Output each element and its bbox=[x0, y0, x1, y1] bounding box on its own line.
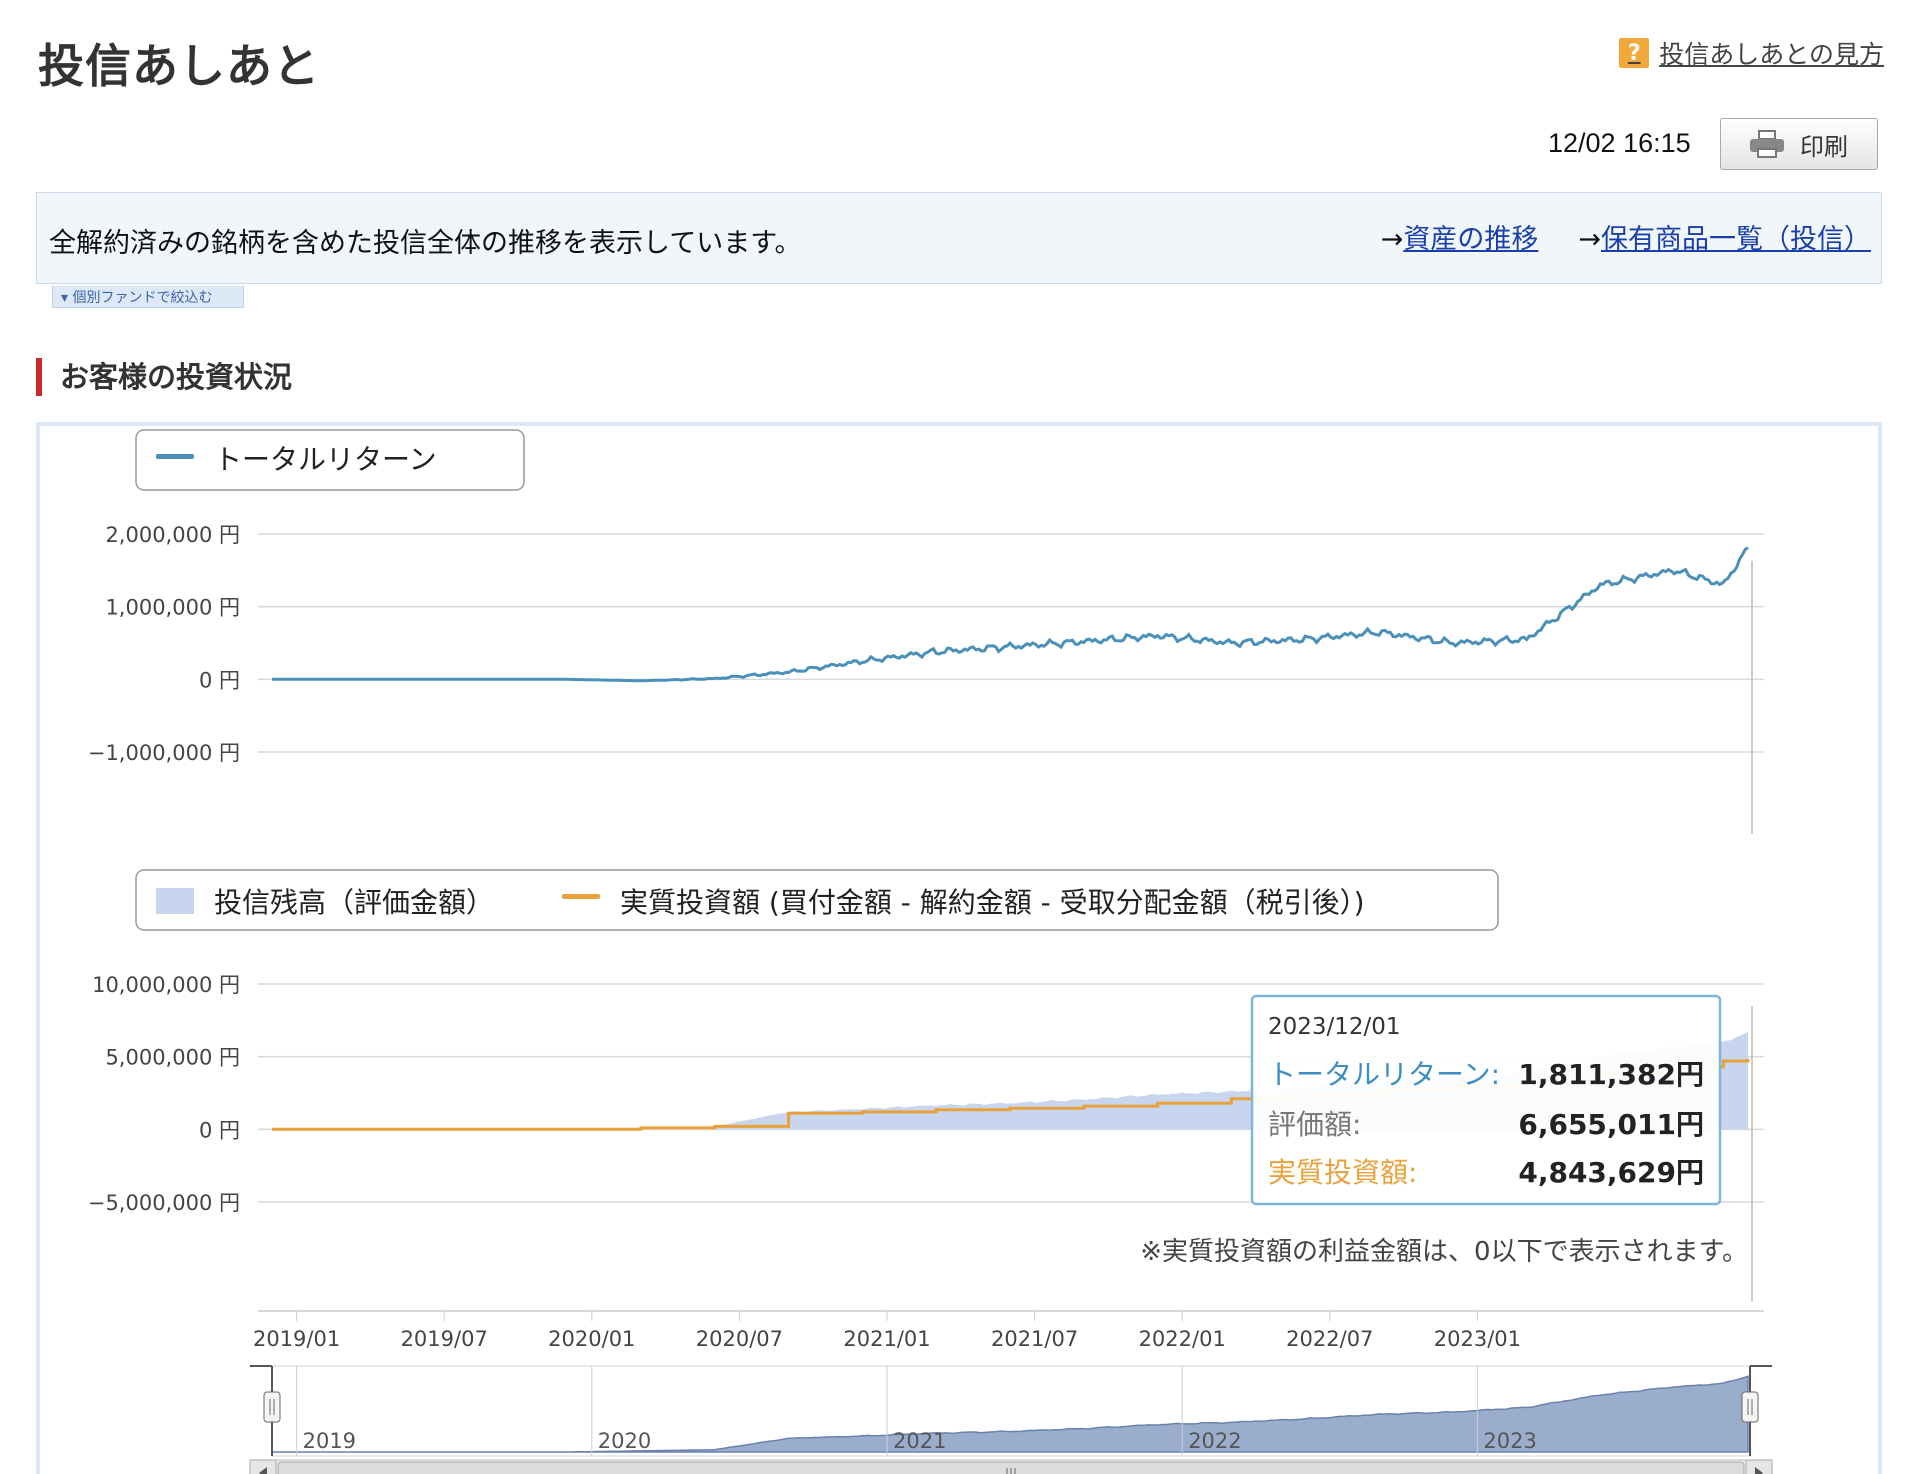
bottom-chart-y-axis: 10,000,000 円 5,000,000 円 0 円 −5,000,000 円 bbox=[88, 973, 240, 1215]
tooltip-date: 2023/12/01 bbox=[1268, 1014, 1401, 1040]
x-tick-label: 2022/07 bbox=[1286, 1327, 1373, 1351]
legend-bottom-box bbox=[135, 869, 1499, 931]
navigator-year-labels: 2019 2020 2021 2022 2023 bbox=[296, 1366, 1537, 1456]
arrow-icon: → bbox=[1380, 224, 1404, 255]
x-axis: 2019/01 2019/07 2020/01 2020/07 2021/01 2021/… bbox=[253, 1310, 1764, 1351]
y-tick-label: 0 円 bbox=[199, 1118, 240, 1142]
chart-panel: トータルリターン 2,000,000 円 1,000,000 円 0 円 −1,000… bbox=[36, 422, 1882, 1474]
info-links: →資産の推移 →保有商品一覧（投信） bbox=[1381, 217, 1871, 256]
invest-profit-note: ※実質投資額の利益金額は、0以下で表示されます。 bbox=[1140, 1237, 1748, 1267]
info-message: 全解約済みの銘柄を含めた投信全体の推移を表示しています。 bbox=[49, 228, 802, 259]
y-tick-label: 5,000,000 円 bbox=[105, 1046, 240, 1070]
x-tick-label: 2022/01 bbox=[1139, 1327, 1226, 1351]
range-navigator[interactable]: 2019 2020 2021 2022 2023 bbox=[250, 1365, 1772, 1457]
y-tick-label: −1,000,000 円 bbox=[88, 741, 240, 765]
section-heading: お客様の投資状況 bbox=[36, 358, 292, 396]
x-tick-label: 2021/07 bbox=[991, 1327, 1078, 1351]
holdings-link-wrap: →保有商品一覧（投信） bbox=[1578, 217, 1871, 256]
x-tick-label: 2019/07 bbox=[401, 1327, 488, 1351]
tooltip-invest-label: 実質投資額: bbox=[1268, 1156, 1417, 1189]
navigator-year-label: 2019 bbox=[303, 1429, 356, 1453]
chevron-right-icon bbox=[1755, 1467, 1763, 1474]
tooltip-return-label: トータルリターン: bbox=[1268, 1058, 1500, 1091]
navigator-year-label: 2022 bbox=[1188, 1429, 1241, 1453]
tooltip-eval-value: 6,655,011円 bbox=[1518, 1108, 1704, 1141]
print-button[interactable]: 印刷 bbox=[1720, 118, 1878, 170]
tooltip-return-value: 1,811,382円 bbox=[1518, 1058, 1704, 1091]
y-tick-label: 10,000,000 円 bbox=[92, 973, 240, 997]
navigator-year-label: 2020 bbox=[598, 1429, 651, 1453]
x-tick-label: 2021/01 bbox=[843, 1327, 930, 1351]
tooltip-invest-value: 4,843,629円 bbox=[1518, 1156, 1704, 1189]
navigator-scrollbar[interactable] bbox=[249, 1459, 1773, 1474]
asset-trend-link[interactable]: 資産の推移 bbox=[1403, 224, 1539, 255]
legend-return-swatch bbox=[156, 454, 194, 459]
tooltip: 2023/12/01 トータルリターン: 1,811,382円 評価額: 6,6… bbox=[1250, 994, 1722, 1206]
update-timestamp: 12/02 16:15 bbox=[1548, 128, 1691, 158]
top-chart-y-axis: 2,000,000 円 1,000,000 円 0 円 −1,000,000 円 bbox=[88, 523, 240, 765]
legend-balance-label[interactable]: 投信残高（評価金額） bbox=[214, 886, 494, 919]
legend-balance-swatch bbox=[156, 888, 194, 914]
fund-filter-tab[interactable]: ▾ 個別ファンドで絞込む bbox=[52, 286, 244, 308]
charts-svg[interactable]: トータルリターン 2,000,000 円 1,000,000 円 0 円 −1,000… bbox=[40, 426, 1878, 1474]
help-question-icon: ? bbox=[1619, 38, 1650, 68]
legend-top-box bbox=[135, 429, 525, 491]
navigator-year-label: 2023 bbox=[1483, 1429, 1536, 1453]
legend-return-label[interactable]: トータルリターン bbox=[214, 443, 437, 476]
navigator-right-handle[interactable] bbox=[1741, 1366, 1759, 1456]
tooltip-eval-label: 評価額: bbox=[1268, 1108, 1361, 1141]
y-tick-label: 2,000,000 円 bbox=[105, 523, 240, 547]
x-tick-label: 2019/01 bbox=[253, 1327, 340, 1351]
y-tick-label: −5,000,000 円 bbox=[88, 1191, 240, 1215]
return-series-line bbox=[272, 546, 1749, 683]
legend-invest-swatch bbox=[562, 894, 600, 899]
navigator-left-handle[interactable] bbox=[263, 1366, 281, 1456]
printer-icon bbox=[1750, 130, 1784, 158]
help-link[interactable]: ? 投信あしあとの見方 bbox=[1619, 35, 1884, 71]
arrow-icon: → bbox=[1578, 224, 1601, 255]
print-button-label: 印刷 bbox=[1800, 132, 1848, 161]
scroll-left-button[interactable] bbox=[249, 1459, 277, 1474]
navigator-area bbox=[272, 1375, 1749, 1453]
page-title: 投信あしあと bbox=[38, 39, 320, 93]
y-tick-label: 0 円 bbox=[199, 668, 240, 692]
x-tick-label: 2020/07 bbox=[696, 1327, 783, 1351]
scroll-right-button[interactable] bbox=[1745, 1459, 1773, 1474]
x-tick-label: 2020/01 bbox=[548, 1327, 635, 1351]
navigator-year-label: 2021 bbox=[893, 1429, 946, 1453]
assets-link-wrap: →資産の推移 bbox=[1381, 217, 1539, 256]
info-bar: 全解約済みの銘柄を含めた投信全体の推移を表示しています。 →資産の推移 →保有商… bbox=[36, 192, 1882, 284]
y-tick-label: 1,000,000 円 bbox=[105, 596, 240, 620]
x-tick-label: 2023/01 bbox=[1434, 1327, 1521, 1351]
holdings-list-link[interactable]: 保有商品一覧（投信） bbox=[1601, 224, 1871, 255]
chevron-left-icon bbox=[259, 1467, 267, 1474]
help-link-label: 投信あしあとの見方 bbox=[1659, 40, 1884, 69]
legend-invest-label[interactable]: 実質投資額 (買付金額 - 解約金額 - 受取分配金額（税引後）) bbox=[620, 886, 1365, 919]
